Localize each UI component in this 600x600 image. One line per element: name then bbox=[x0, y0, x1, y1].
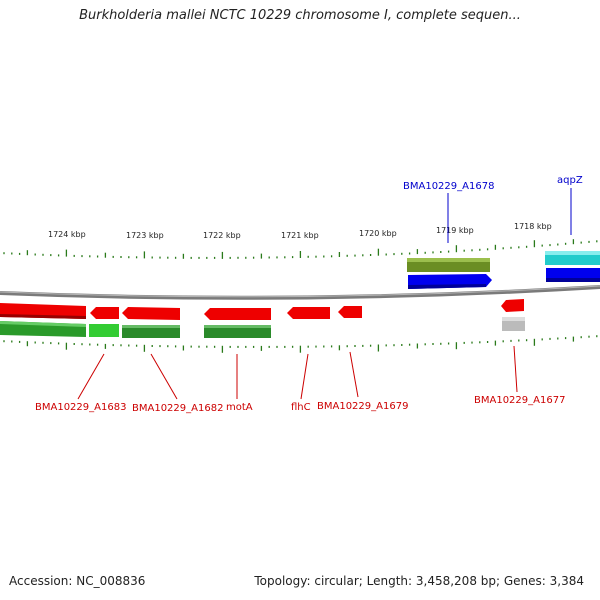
label-leaders bbox=[77, 188, 572, 400]
cds-green-1682[interactable] bbox=[122, 325, 180, 338]
cds-red-1677[interactable] bbox=[501, 299, 524, 312]
label-bma10229-a1677[interactable]: BMA10229_A1677 bbox=[474, 395, 565, 406]
map-title: Burkholderia mallei NCTC 10229 chromosom… bbox=[79, 8, 521, 23]
leader-1682 bbox=[150, 353, 178, 400]
cds-red-1679[interactable] bbox=[338, 306, 362, 318]
accession-text: Accession: NC_008836 bbox=[9, 574, 146, 588]
gene-labels: BMA10229_A1678 aqpZ BMA10229_A1683 BMA10… bbox=[35, 175, 583, 414]
cds-gray-1677-shade bbox=[502, 317, 525, 321]
label-bma10229-a1679[interactable]: BMA10229_A1679 bbox=[317, 401, 408, 412]
label-bma10229-a1683[interactable]: BMA10229_A1683 bbox=[35, 402, 126, 413]
cds-olive-1678-shade bbox=[407, 258, 490, 262]
cds-red-1683-shade bbox=[0, 314, 86, 319]
upper-tick-row bbox=[3, 239, 598, 259]
leader-flhc bbox=[300, 353, 309, 400]
forward-strand-features bbox=[407, 251, 600, 289]
cds-red-a[interactable] bbox=[90, 307, 119, 319]
cds-green-1682-shade bbox=[122, 325, 180, 328]
leader-1679 bbox=[349, 351, 359, 398]
reverse-strand-features bbox=[0, 299, 525, 338]
cds-red-mota[interactable] bbox=[204, 308, 271, 320]
tick-label-1721: 1721 kbp bbox=[281, 231, 319, 240]
label-mota[interactable]: motA bbox=[226, 402, 253, 413]
cds-green-mota[interactable] bbox=[204, 325, 271, 338]
chromosome-backbone bbox=[0, 285, 600, 300]
cds-cyan-aqpz-shade bbox=[545, 251, 600, 255]
label-aqpz[interactable]: aqpZ bbox=[557, 175, 583, 186]
tick-label-1722: 1722 kbp bbox=[203, 231, 241, 240]
label-bma10229-a1682[interactable]: BMA10229_A1682 bbox=[132, 403, 223, 414]
cds-blue-aqpz-shade bbox=[546, 278, 600, 282]
label-bma10229-a1678[interactable]: BMA10229_A1678 bbox=[403, 181, 494, 192]
tick-label-1720: 1720 kbp bbox=[359, 229, 397, 238]
cds-blue-1678-shade bbox=[408, 284, 486, 289]
tick-label-1723: 1723 kbp bbox=[126, 231, 164, 240]
lower-tick-row bbox=[3, 335, 598, 353]
cds-green-1683-shade bbox=[0, 321, 86, 327]
cds-green-mota-shade bbox=[204, 325, 271, 328]
cds-red-flhc[interactable] bbox=[287, 307, 330, 319]
cds-lightgreen[interactable] bbox=[89, 324, 119, 337]
genome-summary-text: Topology: circular; Length: 3,458,208 bp… bbox=[254, 574, 584, 588]
chromosome-backbone-highlight bbox=[0, 285, 600, 298]
cds-red-1682[interactable] bbox=[122, 307, 180, 320]
leader-1683 bbox=[77, 353, 105, 400]
tick-label-1719: 1719 kbp bbox=[436, 226, 474, 235]
label-flhc[interactable]: flhC bbox=[291, 402, 311, 413]
kbp-scale-labels: 1724 kbp 1723 kbp 1722 kbp 1721 kbp 1720… bbox=[48, 222, 552, 240]
tick-label-1718: 1718 kbp bbox=[514, 222, 552, 231]
tick-label-1724: 1724 kbp bbox=[48, 230, 86, 239]
leader-1677 bbox=[513, 345, 518, 393]
